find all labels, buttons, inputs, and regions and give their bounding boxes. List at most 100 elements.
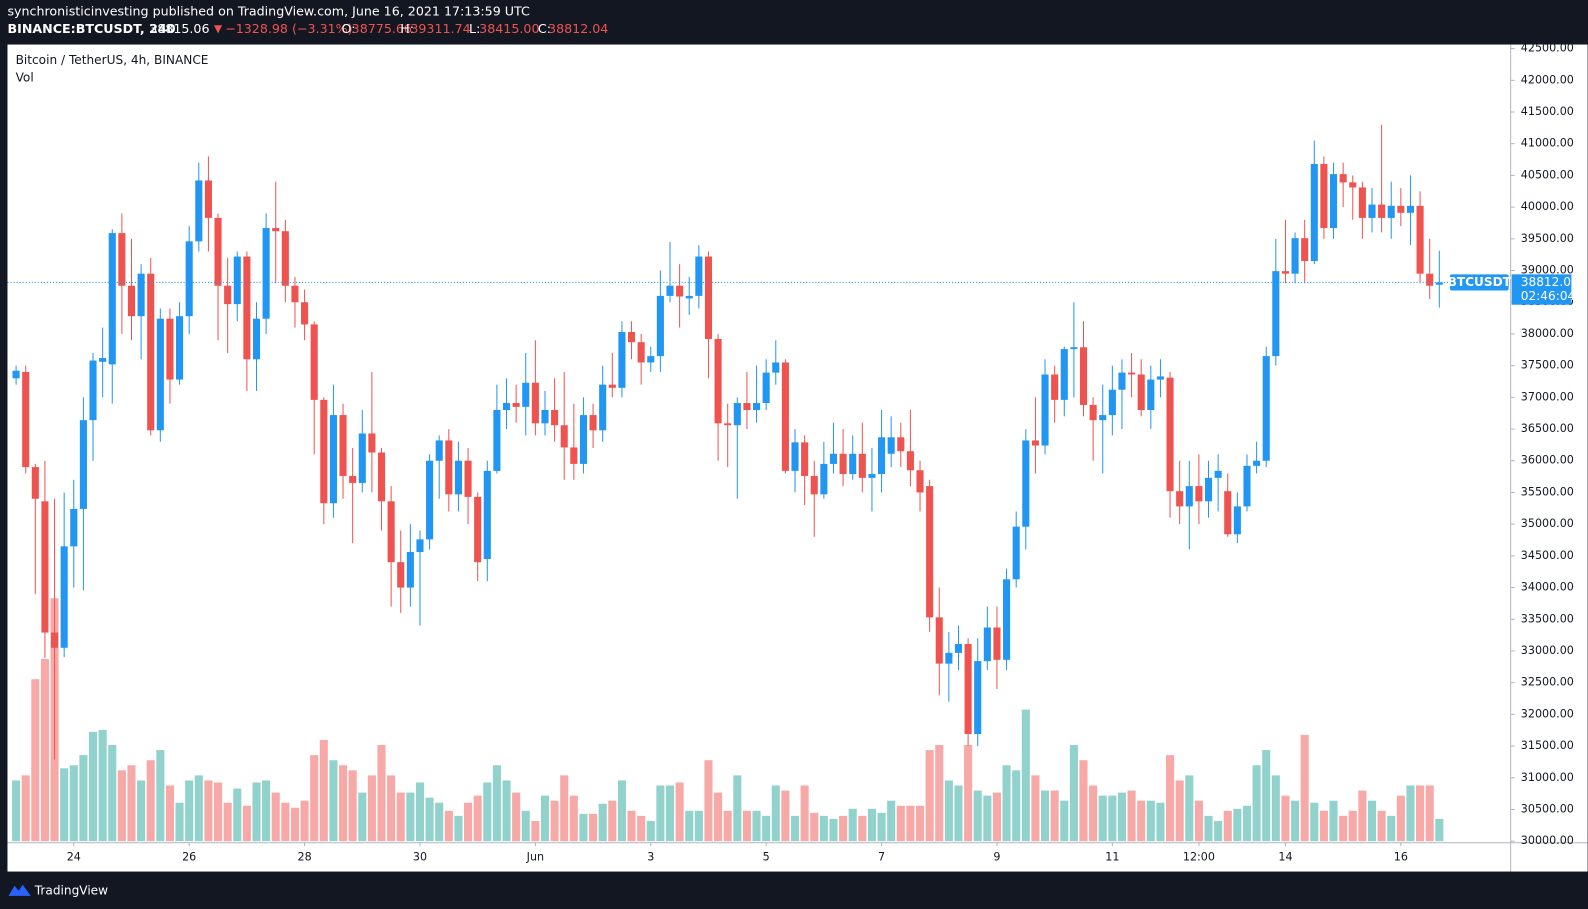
- candle-body: [99, 358, 107, 362]
- candle-body: [204, 180, 212, 218]
- volume-bar: [1117, 792, 1127, 842]
- candle-body: [810, 475, 818, 495]
- candle-body: [1416, 205, 1424, 274]
- y-tick-label: 30500.00: [1521, 802, 1574, 815]
- volume-bar: [992, 792, 1002, 842]
- candle-body: [1253, 460, 1261, 466]
- down-arrow: [213, 25, 223, 34]
- candle-body: [22, 371, 30, 468]
- candle-body: [656, 295, 664, 357]
- candle-body: [70, 508, 78, 547]
- volume-bar: [1127, 790, 1136, 842]
- volume-bar: [1012, 770, 1021, 842]
- candle-body: [1147, 379, 1155, 411]
- volume-bar: [262, 780, 271, 842]
- volume-bar: [790, 815, 800, 842]
- candle-body: [954, 643, 963, 653]
- volume-bar: [935, 745, 944, 842]
- volume-bar: [637, 815, 646, 842]
- y-tick-label: 41500.00: [1521, 105, 1574, 118]
- candle-body: [849, 453, 857, 475]
- volume-bar: [281, 802, 290, 842]
- volume-bar: [569, 795, 578, 842]
- volume-bar: [319, 739, 328, 842]
- ohlc-label: C:: [538, 21, 551, 36]
- candle-body: [676, 285, 684, 297]
- volume-bar: [1406, 785, 1415, 842]
- candle-body: [51, 632, 59, 648]
- candle-body: [31, 467, 39, 499]
- candle-body: [1378, 204, 1386, 218]
- volume-bar: [329, 760, 338, 842]
- volume-bar: [685, 810, 694, 842]
- candle-body: [801, 442, 809, 476]
- volume-bar: [1291, 800, 1300, 842]
- volume-bar: [213, 782, 223, 842]
- volume-bar: [1281, 795, 1290, 842]
- ohlc-value: 38775.66: [352, 21, 412, 36]
- candle-body: [1051, 374, 1059, 400]
- volume-bar: [223, 802, 232, 842]
- volume-bar: [310, 755, 319, 842]
- volume-bar: [156, 750, 165, 842]
- candle-body: [762, 372, 770, 404]
- x-tick-label: 16: [1394, 850, 1408, 863]
- candle-body: [358, 433, 366, 483]
- volume-bar: [1089, 785, 1098, 842]
- candle-body: [1368, 204, 1376, 218]
- volume-bar: [40, 658, 49, 842]
- volume-bar: [579, 813, 588, 842]
- volume-bar: [117, 770, 126, 842]
- volume-bar: [1416, 785, 1425, 842]
- countdown: 02:46:04: [1521, 289, 1576, 303]
- x-tick-label: 26: [182, 850, 196, 863]
- candle-body: [974, 661, 982, 735]
- candle-body: [704, 256, 713, 339]
- volume-bar: [1300, 734, 1309, 842]
- volume-bar: [1252, 765, 1261, 842]
- volume-bar: [483, 782, 492, 842]
- volume-label: Vol: [16, 70, 34, 84]
- candle-body: [541, 410, 549, 424]
- candle-body: [291, 285, 299, 303]
- volume-bar: [1021, 709, 1030, 842]
- candle-body: [1118, 372, 1126, 390]
- candle-body: [1397, 205, 1405, 213]
- x-tick-label: 5: [763, 850, 770, 863]
- candle-body: [1060, 349, 1068, 400]
- volume-bar: [1396, 795, 1405, 842]
- candle-body: [868, 474, 876, 478]
- volume-bar: [877, 812, 886, 842]
- volume-bar: [781, 790, 790, 842]
- volume-bar: [973, 790, 982, 842]
- y-tick-label: 39000.00: [1521, 264, 1574, 277]
- volume-bar: [752, 810, 761, 842]
- candle-body: [156, 318, 164, 431]
- candle-body: [714, 338, 722, 424]
- volume-bar: [348, 770, 357, 842]
- candle-body: [377, 452, 386, 502]
- volume-bar: [12, 780, 21, 842]
- volume-bar: [300, 800, 309, 842]
- volume-bar: [98, 729, 107, 842]
- volume-bar: [185, 780, 194, 842]
- volume-bar: [1108, 795, 1117, 842]
- candle-body: [589, 415, 597, 431]
- y-tick-label: 42000.00: [1521, 73, 1574, 86]
- volume-bar: [146, 760, 155, 842]
- volume-bar: [338, 765, 348, 842]
- volume-bar: [1435, 818, 1444, 842]
- candle-body: [685, 295, 693, 299]
- volume-bar: [810, 812, 819, 842]
- y-tick-label: 36500.00: [1521, 422, 1574, 435]
- volume-bar: [1339, 815, 1348, 842]
- x-tick-label: Jun: [526, 850, 544, 863]
- candle-body: [1301, 238, 1309, 262]
- candle-body: [1089, 404, 1097, 421]
- candle-body: [79, 420, 87, 509]
- volume-bar: [896, 805, 905, 842]
- volume-bar: [560, 775, 569, 842]
- ohlc-label: L:: [469, 21, 480, 36]
- volume-bar: [954, 785, 963, 842]
- volume-bar: [1358, 790, 1367, 842]
